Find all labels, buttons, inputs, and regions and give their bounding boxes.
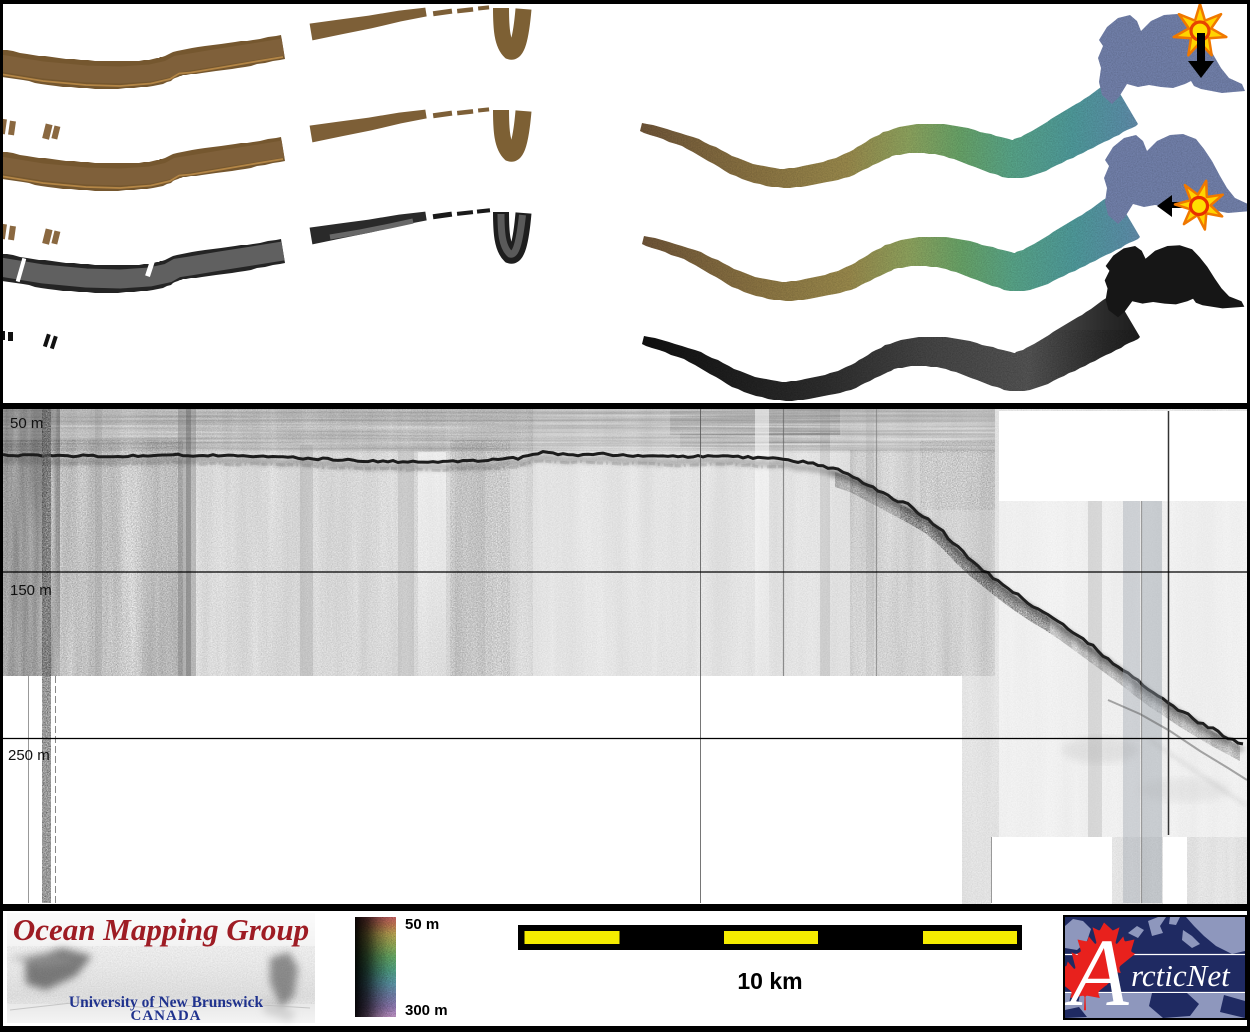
svg-text:University of New Brunswick: University of New Brunswick xyxy=(69,994,264,1011)
svg-text:150 m: 150 m xyxy=(10,582,52,599)
svg-text:CANADA: CANADA xyxy=(131,1008,202,1024)
svg-text:Ocean Mapping Group: Ocean Mapping Group xyxy=(13,912,309,947)
svg-text:250 m: 250 m xyxy=(8,747,50,764)
svg-text:A: A xyxy=(1064,919,1129,1026)
svg-text:rcticNet: rcticNet xyxy=(1131,958,1231,993)
svg-text:50 m: 50 m xyxy=(405,916,439,933)
svg-text:50 m: 50 m xyxy=(10,415,43,432)
svg-text:10 km: 10 km xyxy=(737,968,802,994)
svg-text:300 m: 300 m xyxy=(405,1002,448,1019)
